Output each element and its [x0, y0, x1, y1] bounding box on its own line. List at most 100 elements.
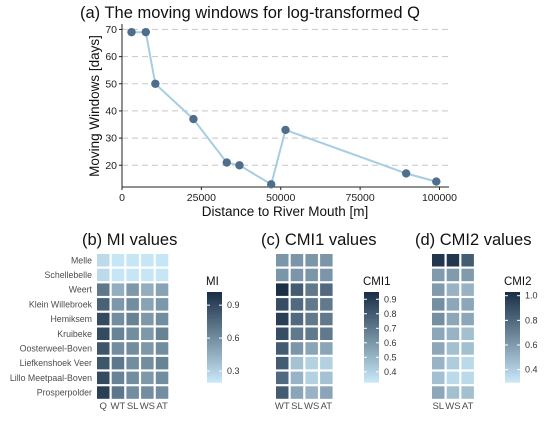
- xtick-label-50000: 50000: [266, 192, 295, 204]
- heatmap-cell-7-2: [461, 356, 474, 370]
- panel-b-legend: MI 0.3 0.6 0.9: [206, 276, 240, 383]
- legend-gradient-step: [364, 359, 379, 363]
- legend-gradient-step: [505, 307, 520, 311]
- heatmap-cell-8-2: [126, 371, 139, 385]
- panel-c-heatmap: (c) CMI1 values WT SL WS AT CMI1 0.4 0.5 0.6 0.…: [261, 231, 397, 412]
- legend-gradient-step: [207, 339, 222, 343]
- legend-gradient-step: [364, 352, 379, 356]
- data-point-6: [235, 161, 244, 170]
- legend-gradient-step: [505, 364, 520, 367]
- column-label-2: SL: [127, 401, 139, 412]
- ytick-label-50: 50: [105, 78, 117, 90]
- heatmap-cell-5-3: [141, 327, 154, 340]
- legend-gradient-step: [505, 301, 520, 304]
- legend-gradient-step: [364, 314, 379, 318]
- panel-a-series: [127, 27, 441, 189]
- panel-d-cells: SL WS AT: [432, 254, 474, 412]
- heatmap-cell-5-0: [97, 327, 110, 340]
- legend-tick-label: 0.4: [525, 365, 538, 375]
- legend-gradient-step: [505, 339, 520, 343]
- heatmap-cell-0-2: [461, 254, 474, 267]
- legend-title: MI: [206, 276, 219, 288]
- data-point-10: [432, 177, 441, 186]
- heatmap-cell-1-4: [155, 268, 169, 282]
- heatmap-cell-4-2: [461, 312, 474, 326]
- legend-gradient-step: [364, 361, 379, 365]
- legend-gradient-step: [207, 314, 222, 318]
- legend-gradient-step: [207, 310, 222, 313]
- heatmap-cell-8-4: [155, 371, 169, 385]
- data-point-7: [267, 180, 276, 189]
- heatmap-cell-1-1: [111, 268, 125, 282]
- legend-tick-label: 0.4: [384, 367, 397, 377]
- legend-gradient-step: [207, 359, 222, 363]
- legend-gradient-step: [207, 334, 222, 338]
- legend-gradient-step: [207, 346, 222, 349]
- heatmap-cell-9-1: [290, 386, 304, 399]
- legend-gradient-step: [364, 368, 379, 372]
- legend-gradient-step: [505, 368, 520, 372]
- legend-gradient-step: [505, 323, 520, 327]
- legend-tick-label: 0.9: [384, 294, 397, 304]
- heatmap-cell-7-0: [97, 356, 110, 370]
- heatmap-cell-2-0: [276, 283, 289, 296]
- legend-gradient-step: [505, 330, 520, 334]
- xtick-label-0: 0: [119, 192, 125, 204]
- column-label-2: WS: [304, 401, 319, 412]
- legend-gradient-step: [207, 377, 222, 381]
- legend-gradient-step: [364, 305, 379, 309]
- heatmap-cell-5-4: [155, 327, 169, 340]
- legend-tick-label: 1.0: [525, 291, 538, 301]
- legend-gradient-step: [505, 370, 520, 374]
- heatmap-cell-5-0: [276, 327, 289, 340]
- heatmap-cell-1-2: [461, 268, 474, 282]
- heatmap-cell-6-0: [97, 342, 110, 355]
- legend-gradient-step: [364, 373, 379, 376]
- legend-gradient-step: [505, 350, 520, 354]
- heatmap-cell-5-1: [111, 327, 125, 340]
- heatmap-cell-9-2: [461, 386, 474, 399]
- heatmap-cell-2-3: [320, 283, 333, 296]
- legend-gradient-step: [505, 375, 520, 379]
- legend-tick-label: 0.8: [525, 315, 538, 325]
- legend-gradient-step: [207, 352, 222, 356]
- legend-gradient-step: [207, 357, 222, 361]
- data-point-1: [127, 27, 136, 37]
- legend-gradient-step: [207, 364, 222, 367]
- legend-gradient-step: [207, 301, 222, 304]
- heatmap-cell-2-2: [461, 283, 474, 296]
- heatmap-cell-4-2: [305, 312, 318, 326]
- legend-tick-label: 0.9: [227, 300, 240, 310]
- heatmap-cell-0-2: [126, 254, 139, 267]
- legend-tick-label: 0.6: [525, 340, 538, 350]
- legend-gradient-step: [364, 343, 379, 347]
- heatmap-cell-8-0: [276, 371, 289, 385]
- legend-gradient-step: [364, 375, 379, 379]
- legend-gradient-step: [207, 292, 222, 295]
- heatmap-cell-3-2: [126, 298, 139, 311]
- heatmap-cell-8-3: [320, 371, 333, 385]
- legend-gradient-step: [505, 355, 520, 358]
- row-label-6: Oosterweel-Boven: [20, 343, 92, 353]
- heatmap-cell-4-3: [320, 312, 333, 326]
- ytick-label-30: 30: [105, 133, 117, 145]
- legend-gradient-step: [505, 321, 520, 325]
- legend-gradient-step: [364, 298, 379, 302]
- heatmap-cell-3-3: [320, 298, 333, 311]
- heatmap-cell-7-0: [432, 356, 445, 370]
- legend-gradient-step: [505, 352, 520, 356]
- heatmap-cell-6-1: [290, 342, 304, 355]
- column-label-0: Q: [100, 401, 107, 412]
- heatmap-cell-4-3: [141, 312, 154, 326]
- legend-tick-label: 0.6: [384, 338, 397, 348]
- panel-c-cells: WT SL WS AT: [275, 254, 333, 412]
- heatmap-cell-6-3: [320, 342, 333, 355]
- legend-gradient-step: [364, 377, 379, 381]
- legend-gradient-step: [505, 379, 520, 383]
- heatmap-cell-8-2: [305, 371, 318, 385]
- legend-gradient-step: [364, 307, 379, 311]
- panel-b-heatmap: (b) MI values Melle Schellebelle Weert Klei…: [10, 231, 240, 412]
- heatmap-cell-6-1: [446, 342, 460, 355]
- ytick-label-40: 40: [105, 105, 117, 117]
- legend-gradient-step: [207, 343, 222, 347]
